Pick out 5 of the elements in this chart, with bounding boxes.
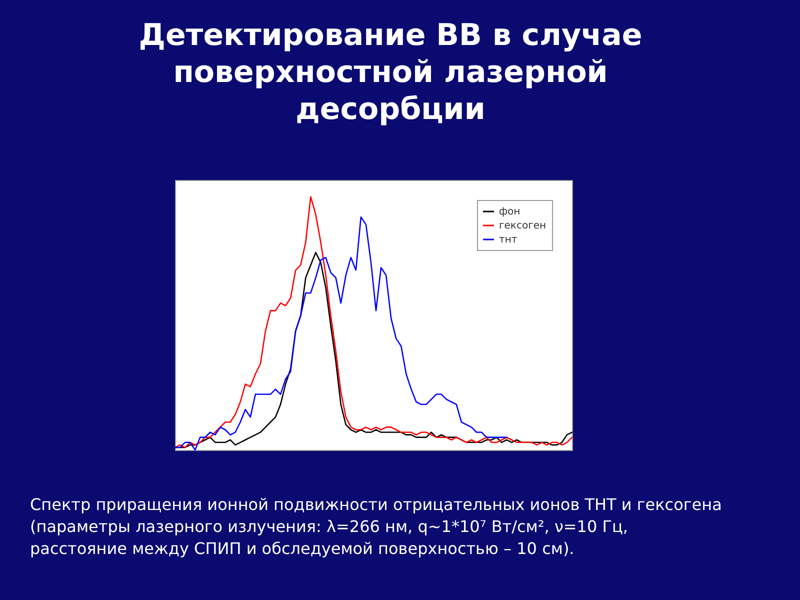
legend-label: тнт bbox=[499, 234, 518, 246]
text: Спектр приращения ионной подвижности отрицательных ионов ТНТ и гексогена (параметры лазерного излучения: λ=266 нм, q~1*10⁷ Вт/см², ν=10 Гц, расстояние между СПИП и обследуемой поверхностью – 10 см). bbox=[30, 495, 722, 558]
chart-title: Детектирование ВВ в случае поверхностной лазерной десорбции bbox=[138, 18, 642, 127]
legend-label: гексоген bbox=[499, 220, 546, 232]
legend-label: фон bbox=[499, 206, 520, 218]
